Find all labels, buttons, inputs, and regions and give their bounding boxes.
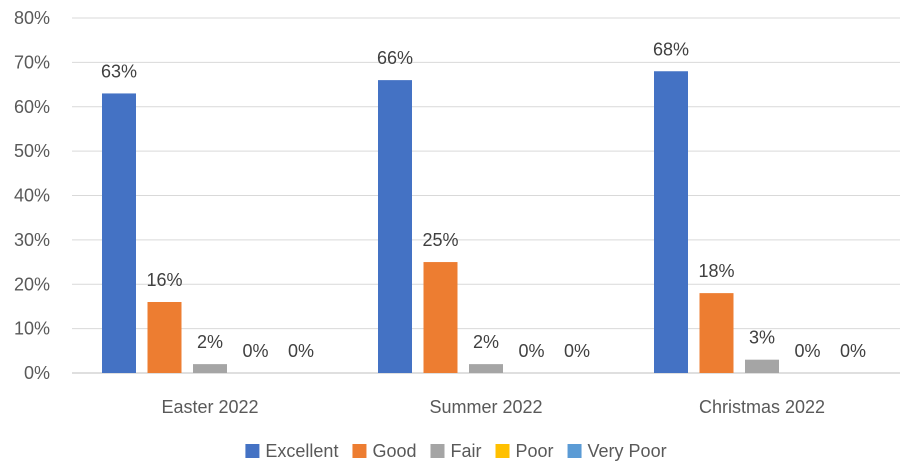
data-label: 2% — [473, 332, 499, 352]
legend-swatch — [495, 444, 510, 458]
legend-swatch — [567, 444, 582, 458]
bar — [378, 80, 412, 373]
legend-item: Very Poor — [567, 441, 667, 461]
bar — [102, 93, 136, 373]
data-label: 0% — [518, 341, 544, 361]
data-label: 16% — [146, 270, 182, 290]
data-label: 0% — [840, 341, 866, 361]
data-label: 68% — [653, 39, 689, 59]
y-tick-label: 10% — [14, 319, 50, 339]
x-tick-label: Summer 2022 — [429, 397, 542, 417]
data-label: 18% — [698, 261, 734, 281]
y-tick-label: 60% — [14, 97, 50, 117]
bar — [699, 293, 734, 373]
x-tick-label: Christmas 2022 — [699, 397, 825, 417]
gridlines — [72, 17, 900, 374]
data-label: 0% — [288, 341, 314, 361]
legend-label: Fair — [451, 441, 482, 461]
legend-swatch — [245, 444, 260, 458]
y-tick-label: 0% — [24, 363, 50, 383]
y-tick-label: 30% — [14, 230, 50, 250]
legend-item: Good — [352, 441, 417, 461]
data-label: 63% — [101, 61, 137, 81]
legend-label: Poor — [516, 441, 554, 461]
legend-item: Poor — [495, 441, 554, 461]
data-label: 0% — [794, 341, 820, 361]
bar — [147, 302, 182, 373]
data-label: 25% — [422, 230, 458, 250]
data-label: 66% — [377, 48, 413, 68]
y-axis: 0% 10% 20% 30% 40% 50% 60% 70% 80% — [14, 8, 50, 383]
x-tick-label: Easter 2022 — [161, 397, 258, 417]
y-tick-label: 80% — [14, 8, 50, 28]
data-label: 0% — [242, 341, 268, 361]
y-tick-label: 50% — [14, 141, 50, 161]
bar — [469, 364, 503, 373]
bar — [654, 71, 688, 373]
bar — [423, 262, 458, 373]
legend-label: Good — [372, 441, 416, 461]
data-label: 3% — [749, 328, 775, 348]
legend-label: Excellent — [265, 441, 338, 461]
legend-swatch — [352, 444, 367, 458]
y-tick-label: 70% — [14, 52, 50, 72]
legend-item: Excellent — [245, 441, 338, 461]
y-tick-label: 40% — [14, 186, 50, 206]
data-label: 2% — [197, 332, 223, 352]
legend-item: Fair — [430, 441, 482, 461]
bar — [745, 359, 779, 373]
x-axis: Easter 2022 Summer 2022 Christmas 2022 — [161, 397, 825, 417]
bars — [102, 71, 779, 373]
y-tick-label: 20% — [14, 274, 50, 294]
legend-swatch — [430, 444, 445, 458]
legend-label: Very Poor — [588, 441, 667, 461]
bar — [193, 364, 227, 373]
data-label: 0% — [564, 341, 590, 361]
data-labels: 63% 16% 2% 0% 0% 66% 25% 2% 0% 0% 68% 18% 3% 0% 0% — [101, 39, 866, 361]
legend: Excellent Good Fair Poor Very Poor — [245, 441, 667, 461]
